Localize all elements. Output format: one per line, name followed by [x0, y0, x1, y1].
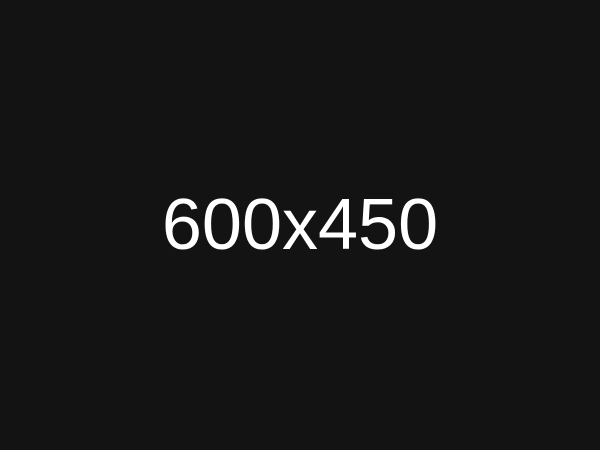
- dimensions-label: 600x450: [161, 185, 439, 265]
- placeholder-image: 600x450: [161, 185, 439, 265]
